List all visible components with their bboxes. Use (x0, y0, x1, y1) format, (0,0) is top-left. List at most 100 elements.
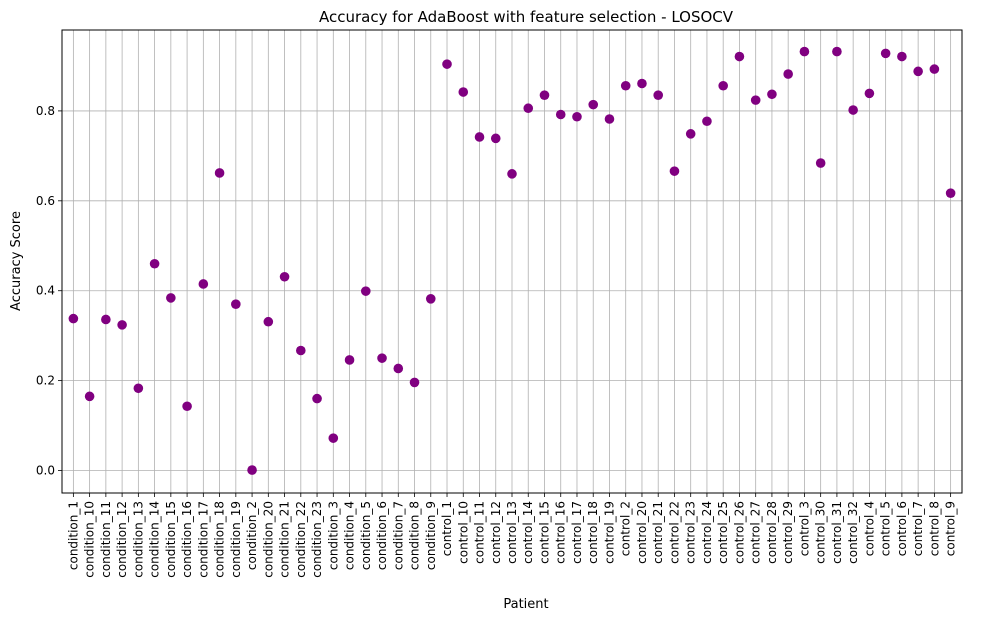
x-tick-label: control_23 (684, 501, 698, 564)
data-point-condition-15 (166, 293, 176, 303)
x-tick-label: condition_16 (180, 501, 194, 578)
data-point-control-15 (539, 90, 550, 100)
data-point-control-2 (620, 80, 631, 91)
data-point-condition-23 (312, 393, 322, 404)
x-tick-label: condition_15 (164, 501, 178, 578)
data-point-control-4 (864, 88, 875, 99)
data-point-control-11 (474, 132, 485, 142)
x-tick-label: condition_8 (408, 501, 422, 570)
data-point-control-25 (718, 80, 728, 91)
x-axis: condition_1 condition_10 condition_11 condi… (66, 493, 958, 578)
data-point-condition-4 (344, 355, 355, 365)
data-point-control-10 (458, 87, 469, 97)
data-point-condition-9 (425, 294, 436, 304)
grid-lines (62, 30, 962, 493)
data-point-control-19 (604, 114, 615, 124)
data-point-control-20 (637, 78, 647, 89)
x-tick-label: condition_3 (326, 501, 340, 570)
data-point-control-6 (897, 51, 907, 62)
x-tick-label: control_32 (846, 501, 860, 564)
data-point-control-5 (880, 48, 891, 59)
y-tick-label: 0.4 (36, 284, 55, 298)
data-point-control-31 (832, 46, 842, 57)
x-tick-label: control_17 (570, 501, 584, 564)
x-tick-label: control_15 (537, 501, 551, 564)
x-tick-label: control_28 (765, 501, 779, 564)
data-point-condition-21 (279, 271, 290, 282)
data-point-control-16 (555, 109, 566, 120)
x-tick-label: control_25 (716, 501, 730, 564)
x-tick-label: control_2 (619, 501, 633, 556)
x-tick-label: control_30 (814, 501, 828, 564)
x-tick-label: condition_7 (391, 501, 405, 570)
x-tick-label: control_7 (911, 501, 925, 556)
data-point-condition-1 (68, 313, 79, 324)
data-point-control-26 (734, 51, 745, 62)
x-tick-label: control_24 (700, 501, 714, 564)
x-tick-label: condition_20 (261, 501, 275, 578)
x-tick-label: control_21 (651, 501, 665, 564)
x-tick-label: condition_5 (359, 501, 373, 570)
data-point-control-3 (799, 46, 810, 57)
data-point-control-7 (913, 66, 923, 77)
x-tick-label: control_20 (635, 501, 649, 564)
x-tick-label: condition_21 (278, 501, 292, 578)
x-tick-label: condition_1 (66, 501, 80, 570)
x-tick-label: condition_6 (375, 501, 389, 570)
data-point-condition-8 (409, 377, 420, 388)
y-tick-label: 0.0 (36, 464, 55, 478)
x-tick-label: control_26 (732, 501, 746, 564)
x-tick-label: control_13 (505, 501, 519, 564)
data-point-condition-6 (377, 353, 387, 363)
y-tick-label: 0.2 (36, 374, 55, 388)
data-point-condition-12 (117, 320, 127, 330)
x-tick-label: control_8 (927, 501, 941, 556)
data-point-control-18 (588, 99, 599, 110)
data-point-control-17 (572, 111, 582, 122)
x-tick-label: control_11 (473, 501, 487, 564)
data-point-control-21 (653, 90, 664, 100)
y-axis: 0.0 0.2 0.4 0.6 0.8 (36, 104, 62, 478)
data-point-condition-5 (360, 286, 371, 296)
data-point-condition-7 (393, 363, 404, 374)
x-tick-label: control_10 (456, 501, 470, 564)
x-tick-label: condition_2 (245, 501, 259, 570)
data-point-control-12 (490, 133, 501, 144)
x-tick-label: condition_12 (115, 501, 129, 578)
data-point-condition-10 (84, 391, 95, 402)
x-tick-label: control_27 (749, 501, 763, 564)
x-tick-label: condition_18 (213, 501, 227, 578)
data-point-control-8 (929, 64, 940, 74)
data-point-condition-14 (149, 258, 160, 269)
data-point-condition-13 (133, 383, 144, 394)
x-tick-label: condition_17 (196, 501, 210, 578)
data-point-control-28 (767, 89, 777, 100)
x-tick-label: control_3 (797, 501, 811, 556)
data-point-condition-20 (263, 316, 274, 327)
x-tick-label: control_19 (602, 501, 616, 564)
x-tick-label: condition_11 (99, 501, 113, 578)
x-tick-label: condition_4 (343, 501, 357, 570)
x-tick-label: control_29 (781, 501, 795, 564)
data-point-control-14 (523, 103, 534, 114)
data-point-control-1 (442, 59, 452, 69)
x-axis-label: Patient (503, 597, 548, 612)
x-tick-label: condition_10 (83, 501, 97, 578)
data-point-control-30 (815, 158, 826, 168)
data-point-control-13 (507, 169, 517, 179)
x-tick-label: condition_19 (229, 501, 243, 578)
data-points (68, 46, 956, 475)
x-tick-label: condition_9 (424, 501, 438, 570)
data-point-control-23 (685, 129, 696, 139)
x-tick-label: condition_13 (131, 501, 145, 578)
x-tick-label: control_31 (830, 501, 844, 564)
x-tick-label: condition_14 (148, 501, 162, 578)
data-point-condition-16 (182, 401, 192, 412)
x-tick-label: control_18 (586, 501, 600, 564)
y-tick-label: 0.8 (36, 104, 55, 118)
data-point-condition-2 (247, 465, 257, 475)
data-point-control-22 (669, 166, 680, 176)
x-tick-label: control_16 (554, 501, 568, 564)
